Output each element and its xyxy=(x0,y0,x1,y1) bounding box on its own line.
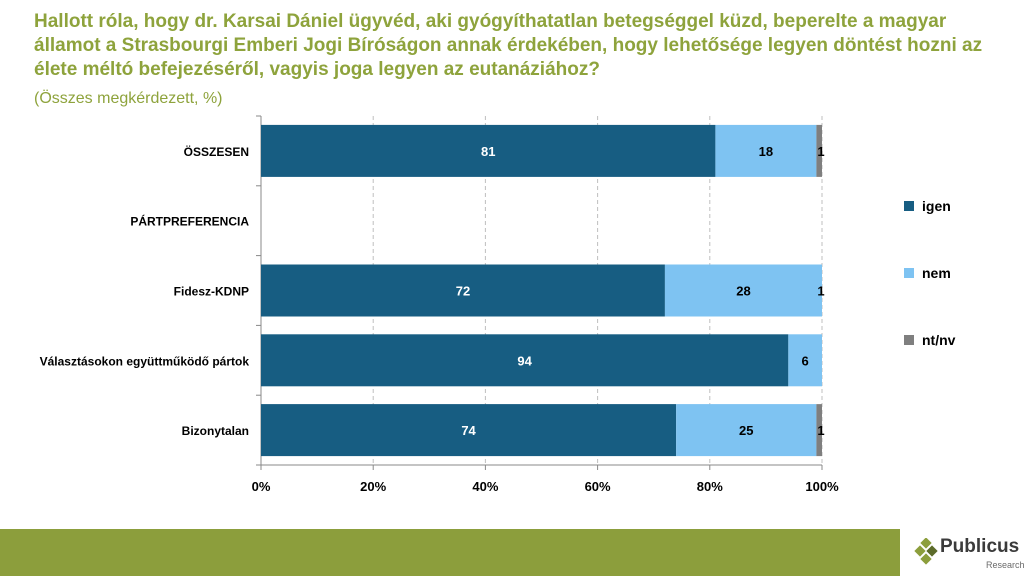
data-label: 94 xyxy=(517,353,532,368)
data-label: 25 xyxy=(739,423,753,438)
chart-title: Hallott róla, hogy dr. Karsai Dániel ügy… xyxy=(34,11,983,80)
bar-segment-nem xyxy=(788,334,822,387)
legend-label: nem xyxy=(922,265,951,281)
data-label: 74 xyxy=(461,423,476,438)
x-tick-label: 60% xyxy=(585,479,611,494)
bar-segment-igen xyxy=(261,334,789,387)
x-tick-label: 40% xyxy=(472,479,498,494)
legend-swatch xyxy=(904,201,914,211)
chart-subtitle: (Összes megkérdezett, %) xyxy=(34,90,223,107)
bar-segment-nem xyxy=(664,264,822,317)
bar-segment-nem xyxy=(715,124,817,177)
legend-label: nt/nv xyxy=(922,332,956,348)
x-tick-label: 20% xyxy=(360,479,386,494)
bar-segment-ntnv xyxy=(816,124,822,177)
data-label: 28 xyxy=(736,284,750,299)
data-label: 1 xyxy=(817,284,824,299)
x-tick-label: 80% xyxy=(697,479,723,494)
footer-bar xyxy=(0,529,1024,576)
data-label: 1 xyxy=(817,144,824,159)
x-tick-label: 0% xyxy=(252,479,271,494)
data-label: 18 xyxy=(759,144,773,159)
logo-subtitle: Research xyxy=(986,560,1024,570)
data-label: 72 xyxy=(456,284,470,299)
diamond-logo-icon xyxy=(914,538,938,565)
legend-swatch xyxy=(904,268,914,278)
bar-segment-igen xyxy=(261,124,716,177)
x-tick-label: 100% xyxy=(805,479,839,494)
category-label: PÁRTPREFERENCIA xyxy=(130,214,249,229)
legend-label: igen xyxy=(922,198,951,214)
category-label: Bizonytalan xyxy=(182,424,249,438)
legend-swatch xyxy=(904,335,914,345)
bar-segment-ntnv xyxy=(816,404,822,457)
data-label: 6 xyxy=(802,353,809,368)
category-label: Fidesz-KDNP xyxy=(174,285,249,299)
bar-segment-nem xyxy=(676,404,817,457)
bar-segment-igen xyxy=(261,404,677,457)
data-label: 1 xyxy=(817,423,824,438)
logo-name: Publicus xyxy=(940,536,1020,557)
data-label: 81 xyxy=(481,144,495,159)
category-label: ÖSSZESEN xyxy=(184,144,249,159)
bar-segment-igen xyxy=(261,264,665,317)
stacked-bar-chart: 0% 20% 40% 60% 80% 100% ÖSSZESEN 81 18 1 PÁRTPREFE… xyxy=(40,115,956,494)
category-label: Választásokon együttműködő pártok xyxy=(40,354,250,368)
